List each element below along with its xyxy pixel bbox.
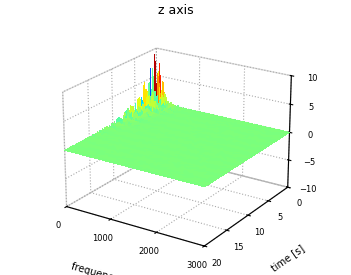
X-axis label: frequency [Hz]: frequency [Hz] [70,262,142,275]
Y-axis label: time [s]: time [s] [270,243,307,273]
Title: z axis: z axis [158,4,193,17]
